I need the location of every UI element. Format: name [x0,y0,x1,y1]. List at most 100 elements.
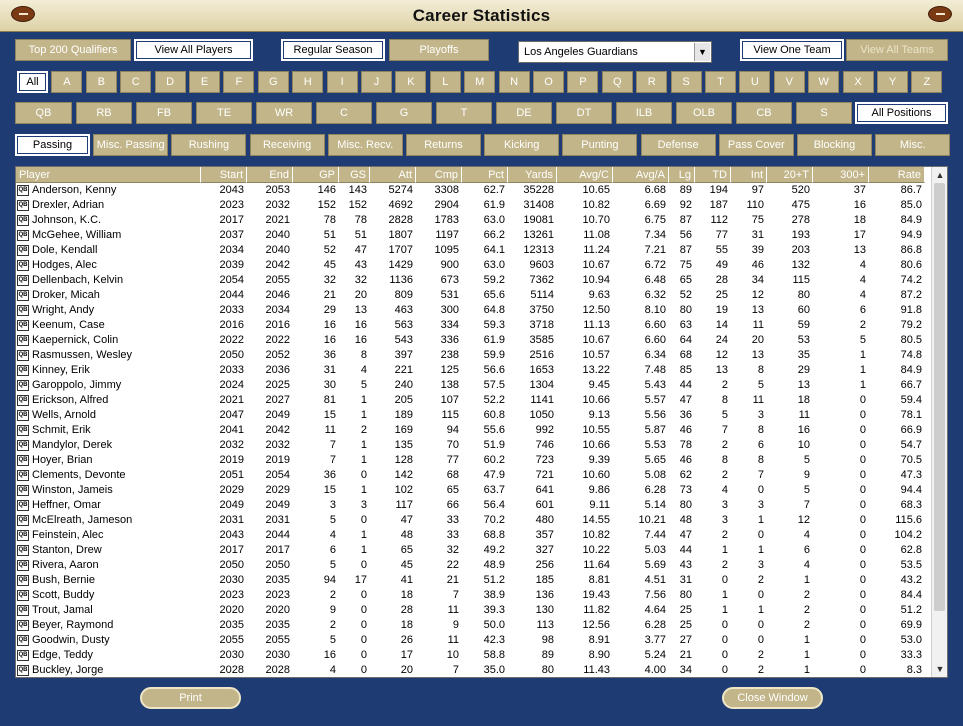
column-header-int[interactable]: Int [731,167,767,183]
player-name[interactable]: Wells, Arnold [32,409,96,421]
tab-receiving[interactable]: Receiving [249,134,325,156]
letter-filter-y[interactable]: Y [877,71,908,93]
table-row[interactable]: QB Hodges, Alec 2039 2042 45 43 1429 900 63.0 960… [16,258,932,273]
tab-misc-recv[interactable]: Misc. Recv. [327,134,403,156]
player-name[interactable]: Droker, Micah [32,289,100,301]
table-row[interactable]: QB Rasmussen, Wesley 2050 2052 36 8 397 238 59.9… [16,348,932,363]
table-row[interactable]: QB Heffner, Omar 2049 2049 3 3 117 66 56.4 601 9.1… [16,498,932,513]
table-row[interactable]: QB Droker, Micah 2044 2046 21 20 809 531 65.6 511… [16,288,932,303]
column-header-lg[interactable]: Lg [669,167,695,183]
position-filter-t[interactable]: T [436,102,492,124]
table-row[interactable]: QB Keenum, Case 2016 2016 16 16 563 334 59.3 3718… [16,318,932,333]
player-name[interactable]: Kaepernick, Colin [32,334,119,346]
player-name[interactable]: Clements, Devonte [32,469,126,481]
position-filter-olb[interactable]: OLB [676,102,732,124]
tab-misc-passing[interactable]: Misc. Passing [93,134,169,156]
table-row[interactable]: QB McGehee, William 2037 2040 51 51 1807 1197 66… [16,228,932,243]
column-header-300[interactable]: 300+ [813,167,869,183]
player-name[interactable]: Trout, Jamal [32,604,93,616]
letter-filter-z[interactable]: Z [911,71,943,93]
scroll-thumb[interactable] [934,183,945,611]
tab-returns[interactable]: Returns [406,134,481,156]
letter-filter-a[interactable]: A [51,71,83,93]
table-row[interactable]: QB Mandylor, Derek 2032 2032 7 1 135 70 51.9 746 1… [16,438,932,453]
table-row[interactable]: QB Schmit, Erik 2041 2042 11 2 169 94 55.6 992 10.… [16,423,932,438]
table-row[interactable]: QB Anderson, Kenny 2043 2053 146 143 5274 3308 6… [16,183,932,198]
letter-filter-j[interactable]: J [361,71,392,93]
letter-filter-m[interactable]: M [464,71,496,93]
table-row[interactable]: QB Dellenbach, Kelvin 2054 2055 32 32 1136 673 5… [16,273,932,288]
table-row[interactable]: QB Scott, Buddy 2023 2023 2 0 18 7 38.9 136 19.43 7… [16,588,932,603]
position-filter-cb[interactable]: CB [736,102,792,124]
player-name[interactable]: Garoppolo, Jimmy [32,379,122,391]
column-header-pct[interactable]: Pct [462,167,508,183]
column-header-gp[interactable]: GP [293,167,339,183]
letter-filter-e[interactable]: E [189,71,220,93]
player-name[interactable]: Dellenbach, Kelvin [32,274,124,286]
player-name[interactable]: Anderson, Kenny [32,184,117,196]
table-row[interactable]: QB Edge, Teddy 2030 2030 16 0 17 10 58.8 89 8.90 5.… [16,648,932,663]
column-header-cmp[interactable]: Cmp [416,167,462,183]
letter-filter-r[interactable]: R [636,71,668,93]
view-all-teams-button[interactable]: View All Teams [846,39,948,61]
letter-filter-w[interactable]: W [808,71,840,93]
position-filter-g[interactable]: G [376,102,432,124]
position-filter-te[interactable]: TE [196,102,252,124]
letter-filter-i[interactable]: I [326,71,358,93]
player-name[interactable]: McElreath, Jameson [32,514,133,526]
letter-filter-v[interactable]: V [773,71,805,93]
tab-misc[interactable]: Misc. [875,134,951,156]
table-row[interactable]: QB Kinney, Erik 2033 2036 31 4 221 125 56.6 1653 1… [16,363,932,378]
column-header-avg-c[interactable]: Avg/C [557,167,613,183]
player-name[interactable]: Bush, Bernie [32,574,95,586]
top-200-qualifiers-button[interactable]: Top 200 Qualifiers [15,39,131,61]
position-filter-rb[interactable]: RB [76,102,132,124]
letter-filter-s[interactable]: S [670,71,702,93]
position-filter-fb[interactable]: FB [136,102,192,124]
letter-filter-p[interactable]: P [567,71,599,93]
table-row[interactable]: QB Buckley, Jorge 2028 2028 4 0 20 7 35.0 80 11.43… [16,663,932,677]
player-name[interactable]: Dole, Kendall [32,244,98,256]
table-row[interactable]: QB Garoppolo, Jimmy 2024 2025 30 5 240 138 57.5 1… [16,378,932,393]
view-all-players-button[interactable]: View All Players [134,39,253,61]
table-row[interactable]: QB Trout, Jamal 2020 2020 9 0 28 11 39.3 130 11.82… [16,603,932,618]
playoffs-button[interactable]: Playoffs [389,39,489,61]
position-filter-c[interactable]: C [316,102,372,124]
table-row[interactable]: QB Kaepernick, Colin 2022 2022 16 16 543 336 61.… [16,333,932,348]
tab-kicking[interactable]: Kicking [484,134,560,156]
letter-filter-n[interactable]: N [498,71,530,93]
letter-filter-q[interactable]: Q [601,71,633,93]
table-row[interactable]: QB Drexler, Adrian 2023 2032 152 152 4692 2904 6… [16,198,932,213]
table-row[interactable]: QB Johnson, K.C. 2017 2021 78 78 2828 1783 63.0 1… [16,213,932,228]
letter-filter-t[interactable]: T [705,71,736,93]
letter-filter-b[interactable]: B [85,71,117,93]
position-filter-dt[interactable]: DT [556,102,612,124]
player-name[interactable]: Mandylor, Derek [32,439,113,451]
position-filter-ilb[interactable]: ILB [616,102,672,124]
table-row[interactable]: QB Wells, Arnold 2047 2049 15 1 189 115 60.8 1050… [16,408,932,423]
view-one-team-button[interactable]: View One Team [740,39,844,61]
tab-rushing[interactable]: Rushing [171,134,247,156]
table-row[interactable]: QB Goodwin, Dusty 2055 2055 5 0 26 11 42.3 98 8.91… [16,633,932,648]
table-row[interactable]: QB Clements, Devonte 2051 2054 36 0 142 68 47.9 7… [16,468,932,483]
table-row[interactable]: QB Hoyer, Brian 2019 2019 7 1 128 77 60.2 723 9.39… [16,453,932,468]
close-window-button[interactable]: Close Window [722,687,823,709]
column-header-td[interactable]: TD [695,167,731,183]
tab-pass-cover[interactable]: Pass Cover [718,134,794,156]
player-name[interactable]: Hodges, Alec [32,259,97,271]
column-header-end[interactable]: End [247,167,293,183]
table-row[interactable]: QB Dole, Kendall 2034 2040 52 47 1707 1095 64.1 1… [16,243,932,258]
letter-filter-x[interactable]: X [842,71,874,93]
column-header-rate[interactable]: Rate [869,167,925,183]
player-name[interactable]: Erickson, Alfred [32,394,109,406]
tab-blocking[interactable]: Blocking [797,134,872,156]
player-name[interactable]: Keenum, Case [32,319,105,331]
tab-passing[interactable]: Passing [15,134,90,156]
position-filter-all-positions[interactable]: All Positions [855,102,948,124]
player-name[interactable]: Winston, Jameis [32,484,113,496]
player-name[interactable]: Drexler, Adrian [32,199,105,211]
table-row[interactable]: QB McElreath, Jameson 2031 2031 5 0 47 33 70.2 48… [16,513,932,528]
position-filter-qb[interactable]: QB [15,102,72,124]
player-name[interactable]: Heffner, Omar [32,499,101,511]
position-filter-de[interactable]: DE [496,102,552,124]
